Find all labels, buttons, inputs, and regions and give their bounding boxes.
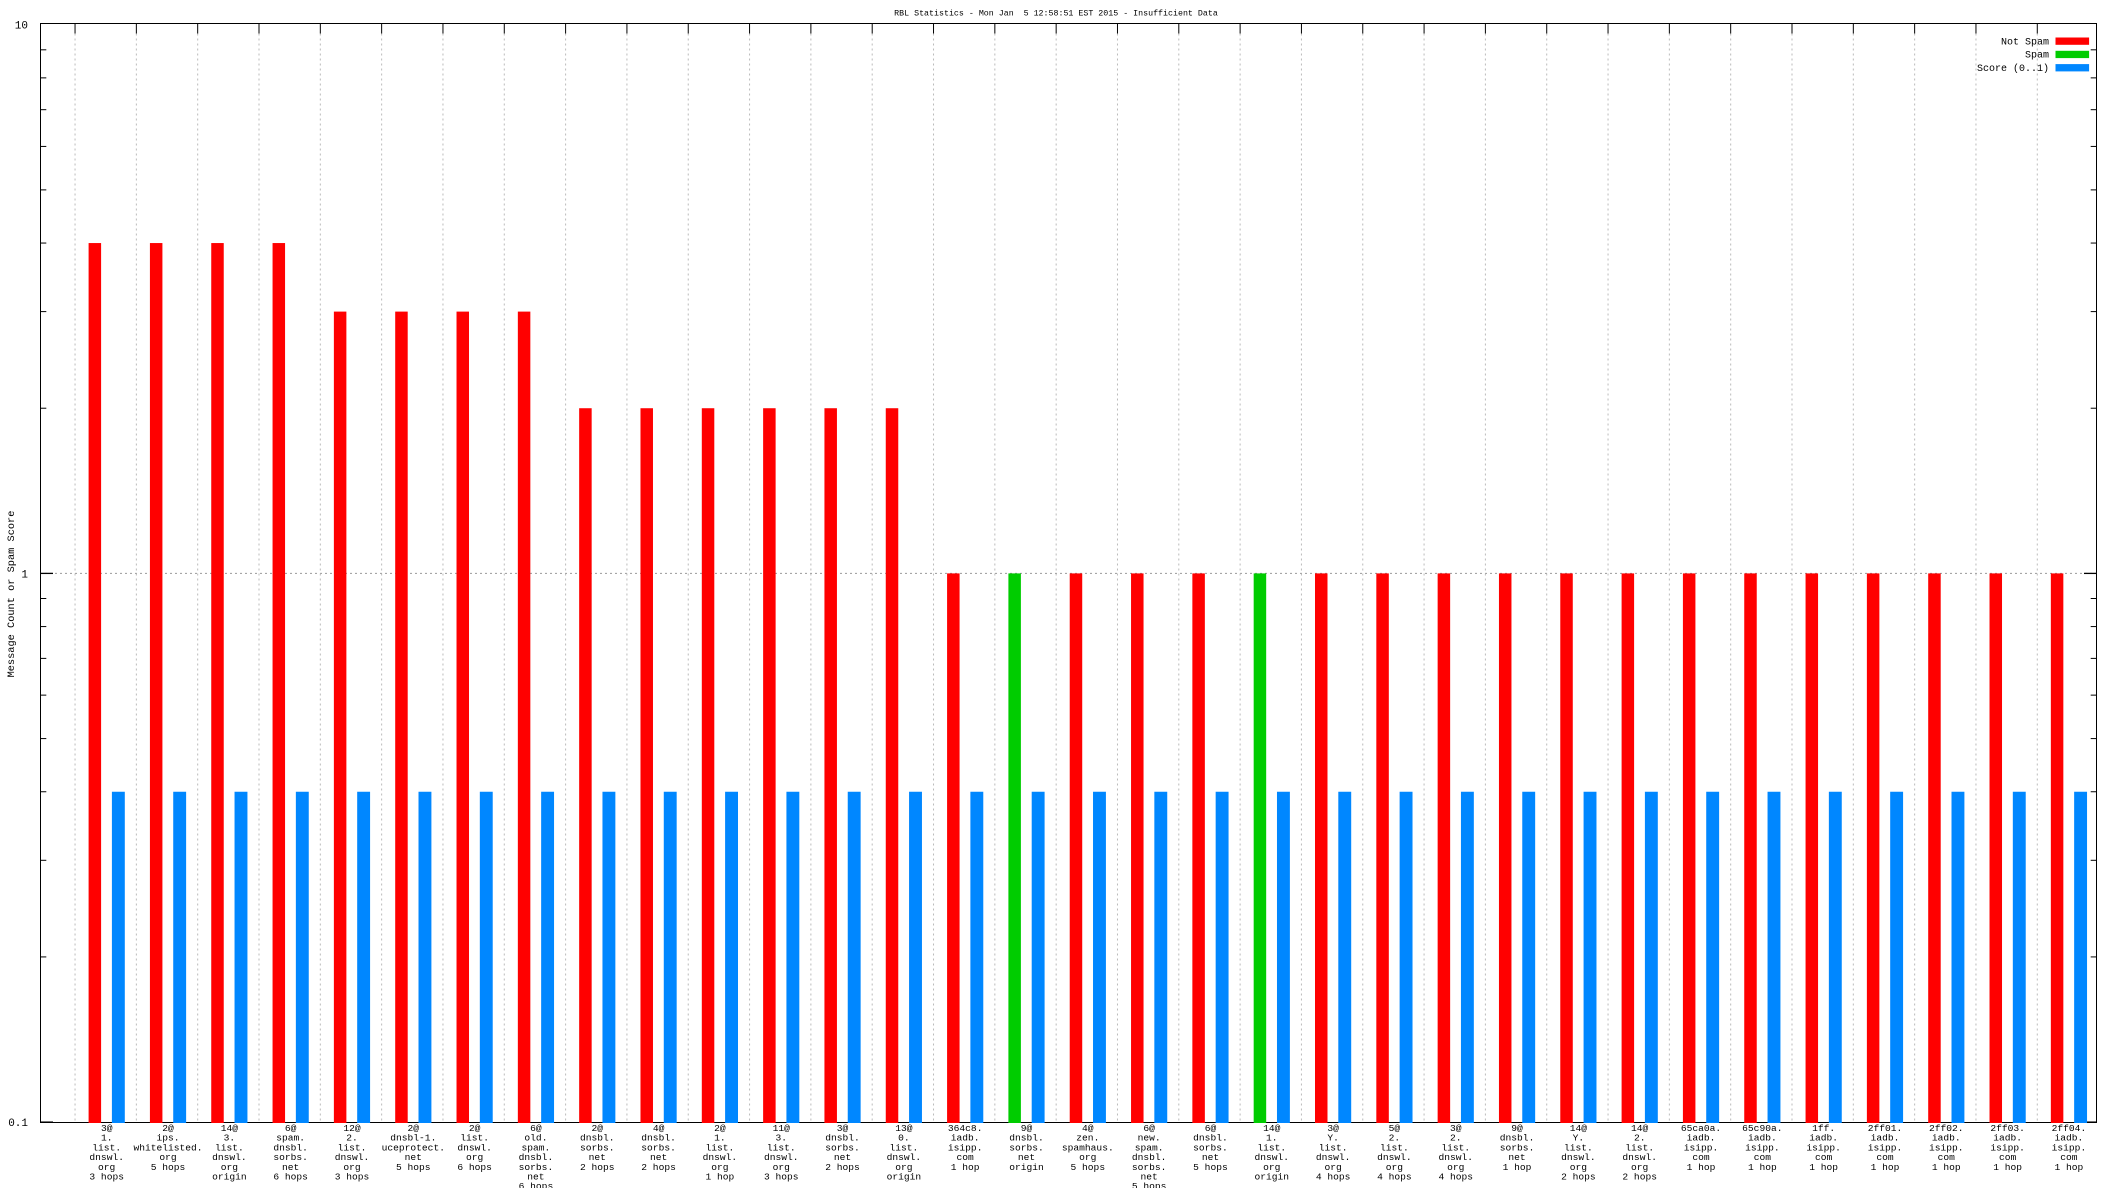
- svg-text:1 hop: 1 hop: [1993, 1162, 2022, 1173]
- svg-text:4 hops: 4 hops: [1377, 1172, 1412, 1183]
- svg-text:6 hops: 6 hops: [519, 1181, 554, 1188]
- svg-text:5 hops: 5 hops: [396, 1162, 431, 1173]
- svg-text:6 hops: 6 hops: [457, 1162, 492, 1173]
- svg-text:RBL Statistics - Mon Jan 5 12: RBL Statistics - Mon Jan 5 12:58:51 EST …: [894, 9, 1218, 19]
- svg-text:1: 1: [21, 569, 28, 581]
- svg-text:10: 10: [15, 21, 28, 33]
- svg-text:5 hops: 5 hops: [1132, 1181, 1167, 1188]
- svg-text:1 hop: 1 hop: [1932, 1162, 1961, 1173]
- svg-text:origin: origin: [887, 1172, 922, 1183]
- svg-text:1 hop: 1 hop: [1748, 1162, 1777, 1173]
- svg-text:0.1: 0.1: [8, 1118, 28, 1130]
- svg-text:Not Spam: Not Spam: [2001, 37, 2049, 48]
- svg-text:1 hop: 1 hop: [1503, 1162, 1532, 1173]
- svg-text:1 hop: 1 hop: [1809, 1162, 1838, 1173]
- svg-text:4 hops: 4 hops: [1438, 1172, 1473, 1183]
- svg-text:origin: origin: [212, 1172, 247, 1183]
- svg-text:5 hops: 5 hops: [1193, 1162, 1228, 1173]
- svg-text:2 hops: 2 hops: [825, 1162, 860, 1173]
- svg-text:Score (0..1): Score (0..1): [1977, 63, 2049, 75]
- svg-text:2 hops: 2 hops: [1622, 1172, 1657, 1183]
- svg-text:1 hop: 1 hop: [2055, 1162, 2084, 1173]
- svg-text:3 hops: 3 hops: [335, 1172, 370, 1183]
- svg-text:2 hops: 2 hops: [641, 1162, 676, 1173]
- svg-text:origin: origin: [1255, 1172, 1290, 1183]
- svg-text:origin: origin: [1009, 1162, 1044, 1173]
- svg-text:5 hops: 5 hops: [1071, 1162, 1106, 1173]
- svg-text:1 hop: 1 hop: [1687, 1162, 1716, 1173]
- svg-text:6 hops: 6 hops: [273, 1172, 308, 1183]
- svg-text:1 hop: 1 hop: [706, 1172, 735, 1183]
- svg-text:3 hops: 3 hops: [89, 1172, 124, 1183]
- svg-text:2 hops: 2 hops: [1561, 1172, 1596, 1183]
- svg-text:2 hops: 2 hops: [580, 1162, 615, 1173]
- svg-text:Message Count or Spam Score: Message Count or Spam Score: [6, 511, 18, 678]
- svg-text:4 hops: 4 hops: [1316, 1172, 1351, 1183]
- svg-text:3 hops: 3 hops: [764, 1172, 799, 1183]
- svg-text:5 hops: 5 hops: [151, 1162, 186, 1173]
- svg-text:1 hop: 1 hop: [951, 1162, 980, 1173]
- svg-text:Spam: Spam: [2025, 51, 2049, 62]
- svg-text:1 hop: 1 hop: [1871, 1162, 1900, 1173]
